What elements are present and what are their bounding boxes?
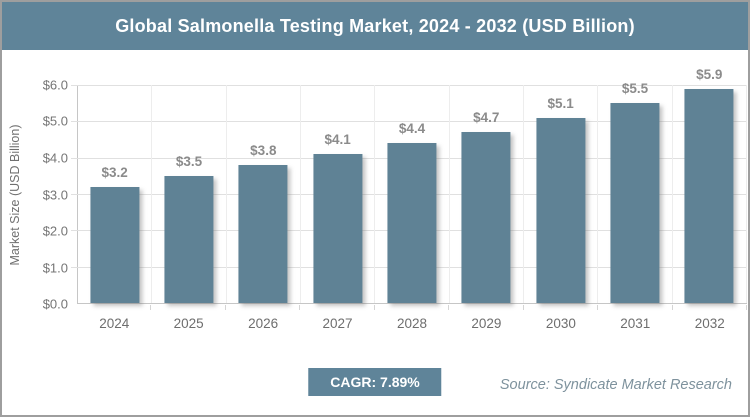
x-axis-label: 2028 [396,316,427,331]
x-axis-label: 2030 [545,316,576,331]
bar [536,117,586,303]
x-axis-label: 2029 [471,316,502,331]
bar [387,143,437,303]
y-tick-label: $0.0 [42,296,68,312]
bar-value-label: $4.7 [473,110,500,126]
y-tick-label: $4.0 [42,150,68,166]
bar-value-label: $5.1 [547,95,574,111]
bar-cell: $4.7 [450,85,524,303]
y-tick-label: $1.0 [42,260,68,275]
bar-cell: $5.5 [598,81,673,303]
y-tick-label: $6.0 [42,77,68,93]
x-axis-label: 2031 [620,316,651,331]
cagr-badge: CAGR: 7.89% [308,368,442,396]
x-axis-label: 2025 [173,316,204,331]
bar-value-label: $5.5 [621,81,649,97]
y-axis-title-wrap: Market Size (USD Billion) [2,85,28,304]
bar [90,186,140,303]
y-tick-label: $2.0 [42,223,68,239]
bar [313,154,363,303]
x-tick [226,305,301,310]
gridline [71,85,747,86]
chart-header-bar: Global Salmonella Testing Market, 2024 -… [2,2,748,50]
chart-title: Global Salmonella Testing Market, 2024 -… [115,15,635,36]
bar-value-label: $4.1 [324,132,351,148]
plot-area: $3.2 $3.5 $3.8 $4.1 $4.4 $4.7 $5.1 $5.5 $5.9 [71,67,747,304]
x-axis-label: 2032 [694,316,725,331]
x-tick [375,305,450,310]
gridline [71,121,747,123]
bar-value-label: $4.4 [398,121,426,137]
bar [164,175,214,303]
bar-value-label: $5.9 [696,66,723,82]
x-tick [300,305,375,310]
x-tick [524,305,599,310]
y-tick-label: $5.0 [42,113,68,129]
x-axis-label: 2026 [248,316,279,331]
bar [238,164,288,303]
bar-cell: $5.1 [524,85,599,303]
x-axis-labels: 2024 2025 2026 2027 2028 2029 2030 2031 2032 [77,313,747,335]
x-tick [673,305,747,310]
x-tick [77,305,152,310]
bar-value-label: $3.5 [175,153,203,169]
x-tick [151,305,226,310]
bar-cell: $4.4 [375,85,450,303]
x-axis-label: 2027 [322,316,353,331]
x-axis-ticks [77,305,747,310]
bar-value-label: $3.8 [250,142,277,158]
y-axis-tick-labels: $0.0 $1.0 $2.0 $3.0 $4.0 $5.0 $6.0 [28,78,72,312]
x-axis-label: 2024 [99,316,130,331]
y-axis-title: Market Size (USD Billion) [8,123,22,266]
bars-row: $3.2 $3.5 $3.8 $4.1 $4.4 $4.7 $5.1 $5.5 $5.9 [78,67,747,303]
x-tick [598,305,673,310]
y-tick-label: $3.0 [42,187,68,202]
bar [461,132,511,303]
bar-cell: $3.2 [78,85,153,303]
bar-cell: $4.1 [301,85,376,303]
source-text: Source: Syndicate Market Research [499,377,732,393]
bar [684,88,734,303]
bar-cell: $3.5 [152,85,227,303]
x-tick [449,305,524,310]
bar-value-label: $3.2 [101,164,128,180]
bar-cell: $5.9 [673,67,747,303]
bar-cell: $3.8 [227,85,301,303]
bar [610,103,660,303]
